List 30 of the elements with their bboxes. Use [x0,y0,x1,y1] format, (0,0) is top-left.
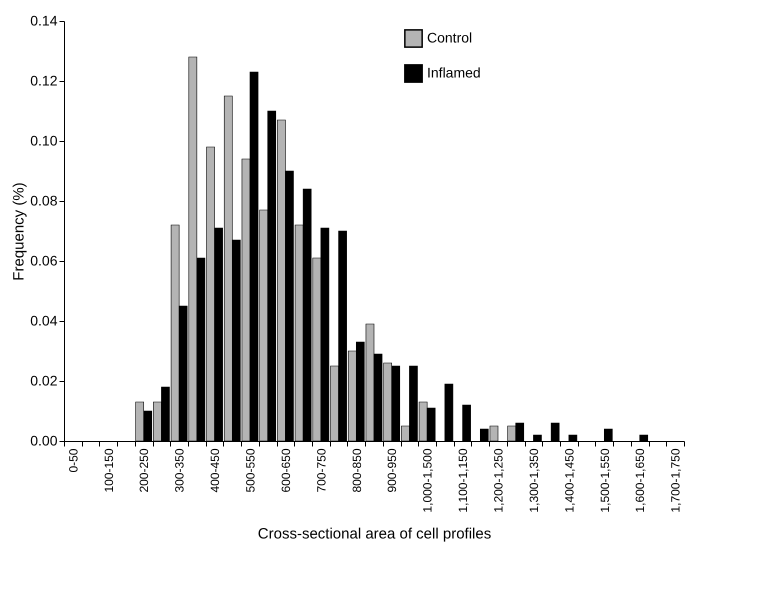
x-tick-label: 1,000-1,500 [420,448,435,513]
y-tick-label: 0.14 [30,12,58,28]
y-tick-label: 0.08 [30,192,58,208]
x-tick-label: 1,700-1,750 [668,448,683,513]
y-tick-label: 0.10 [30,132,58,148]
x-tick-label: 400-450 [208,448,222,493]
x-tick-label: 1,300-1,350 [526,448,541,513]
x-tick-label: 1,500-1,550 [598,448,612,513]
y-tick-label: 0.06 [30,252,58,268]
legend-label: Inflamed [427,64,481,80]
x-tick-label: 200-250 [137,448,152,493]
x-tick-label: 1,600-1,650 [633,448,648,513]
x-tick-label: 600-650 [278,448,293,493]
y-tick-label: 0.00 [30,432,58,448]
y-tick-label: 0.12 [30,72,58,88]
x-axis-title: Cross-sectional area of cell profiles [258,526,492,543]
y-tick-label: 0.04 [30,312,58,328]
x-tick-label: 500-550 [244,448,258,493]
x-tick-label: 900-950 [385,448,400,493]
x-tick-label: 700-750 [314,448,328,493]
x-tick-label: 0-50 [66,448,80,473]
legend-label: Control [427,30,472,46]
x-tick-label: 100-150 [102,448,116,493]
x-tick-label: 1,200-1,250 [492,448,506,513]
x-tick-label: 300-350 [172,448,187,493]
x-tick-label: 800-850 [350,448,364,493]
x-tick-label: 1,100-1,150 [456,448,470,513]
y-axis-title: Frequency (%) [10,182,28,281]
x-tick-label: 1,400-1,450 [562,448,576,513]
y-tick-label: 0.02 [30,372,58,388]
